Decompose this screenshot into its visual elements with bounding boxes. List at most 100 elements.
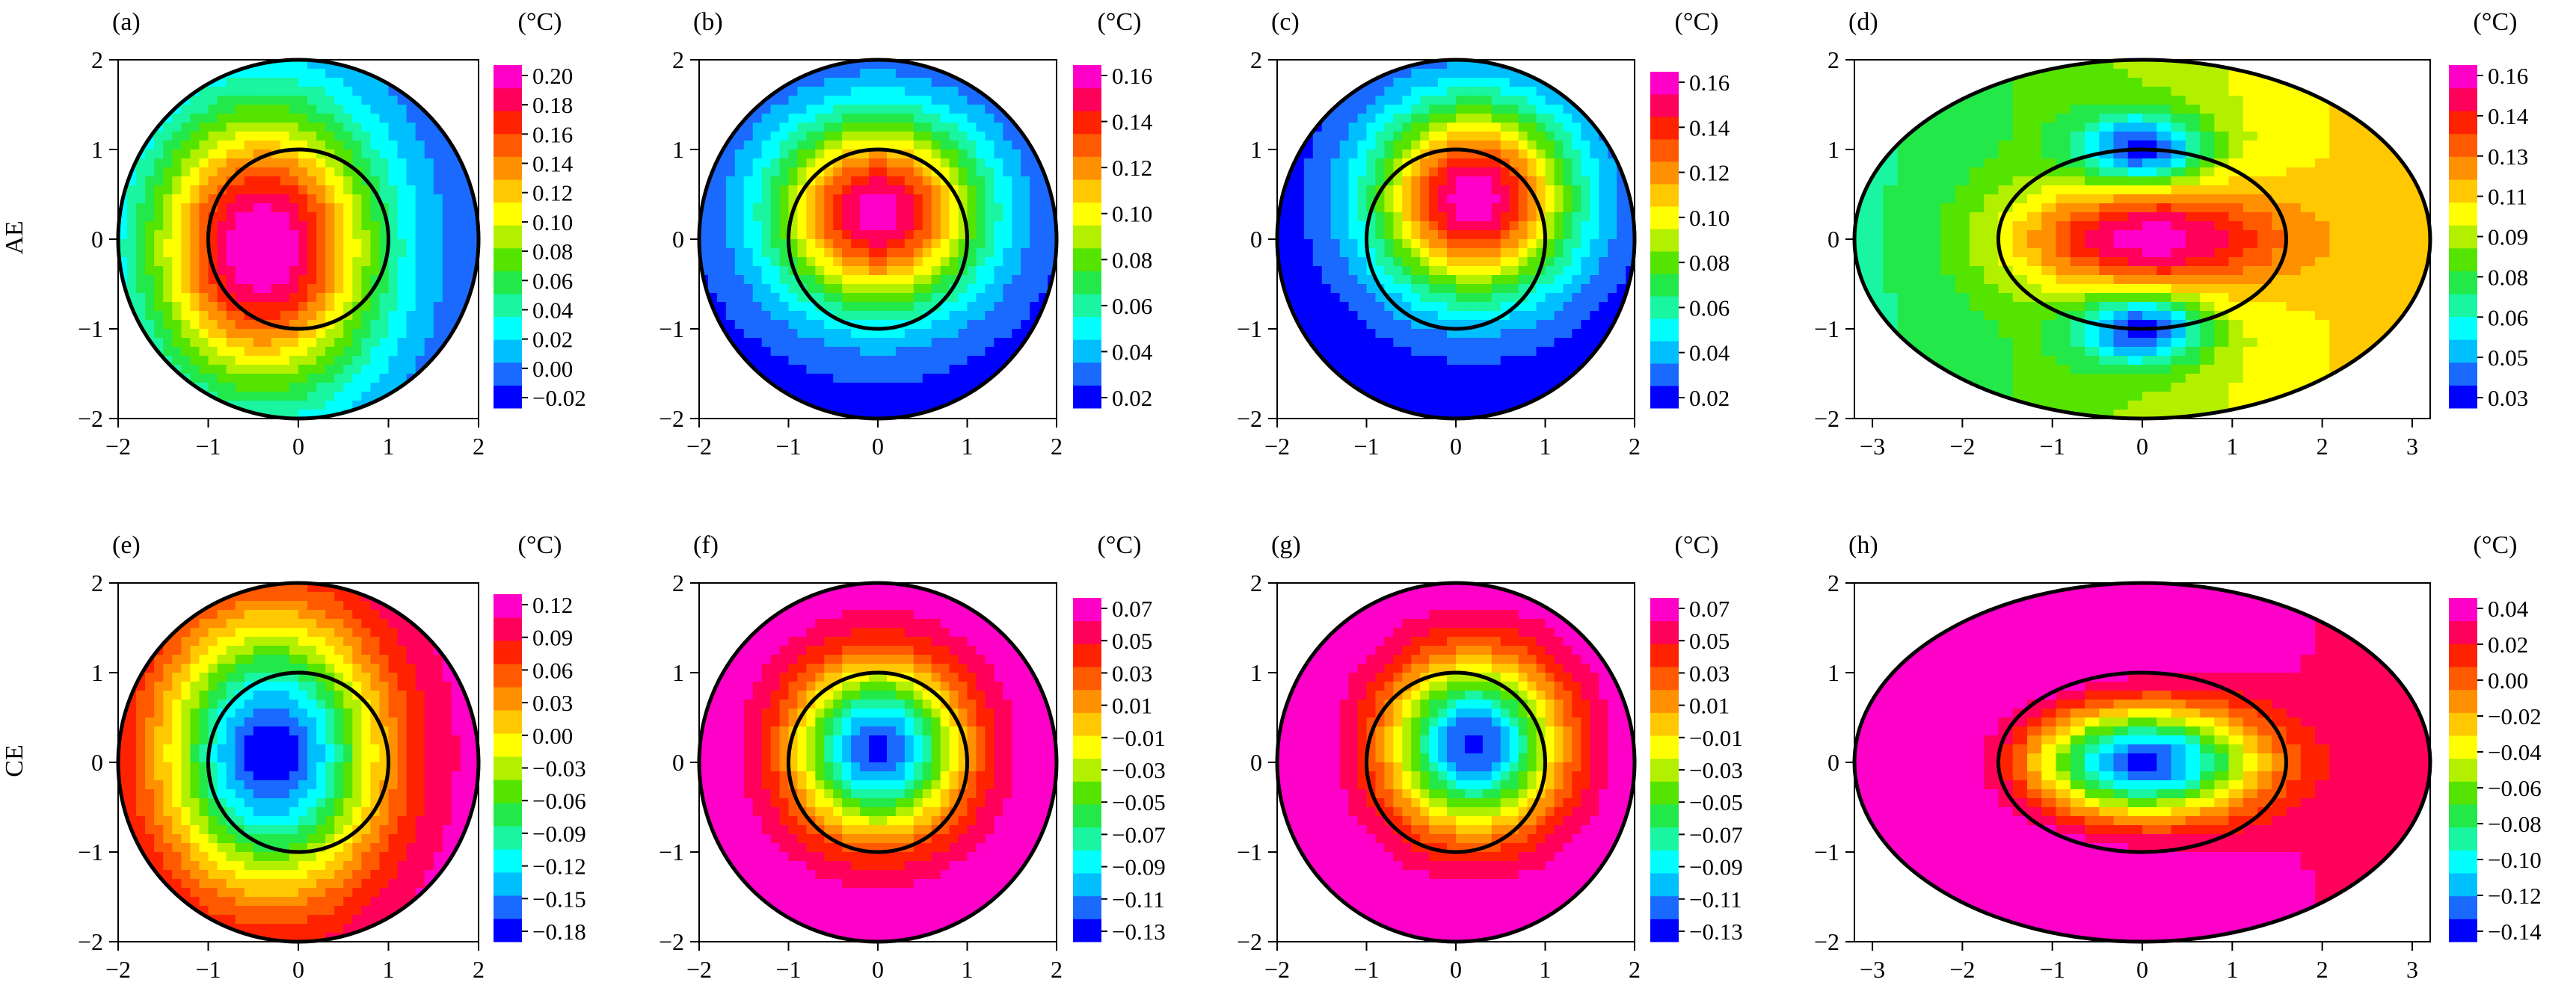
heatmap-cell — [869, 392, 879, 401]
heatmap-cell — [334, 383, 344, 392]
heatmap-cell — [235, 158, 245, 168]
heatmap-cell — [1003, 87, 1012, 96]
heatmap-cell — [316, 293, 326, 303]
heatmap-cell — [370, 212, 381, 222]
heatmap-cell — [1384, 410, 1394, 419]
heatmap-cell — [725, 320, 736, 330]
heatmap-cell — [181, 221, 191, 231]
heatmap-cell — [289, 401, 299, 410]
colorbar-unit: (°C) — [518, 8, 562, 36]
heatmap-cell — [824, 87, 834, 96]
heatmap-cell — [145, 194, 155, 204]
heatmap-cell — [1012, 293, 1021, 303]
heatmap-cell — [707, 365, 718, 374]
heatmap-cell — [298, 302, 308, 312]
heatmap-cell — [878, 176, 888, 186]
heatmap-cell — [226, 302, 236, 312]
heatmap-cell — [1563, 141, 1573, 150]
heatmap-cell — [127, 257, 137, 267]
heatmap-cell — [388, 60, 399, 70]
heatmap-cell — [1572, 383, 1581, 392]
heatmap-cell — [442, 114, 452, 123]
heatmap-cell — [1545, 176, 1555, 186]
heatmap-cell — [851, 132, 861, 141]
heatmap-cell — [343, 123, 353, 132]
heatmap-cell — [271, 123, 281, 132]
heatmap-cell — [1456, 383, 1466, 392]
heatmap-cell — [824, 275, 834, 285]
heatmap-cell — [343, 141, 353, 150]
heatmap-cell — [958, 401, 968, 410]
heatmap-cell — [352, 329, 362, 339]
heatmap-cell — [878, 167, 888, 177]
heatmap-cell — [343, 239, 353, 249]
heatmap-cell — [397, 141, 408, 150]
heatmap-cell — [842, 338, 852, 348]
heatmap-cell — [415, 141, 425, 150]
heatmap-cell — [298, 365, 308, 374]
heatmap-cell — [1572, 401, 1581, 410]
heatmap-cell — [460, 338, 470, 348]
heatmap-cell — [289, 114, 299, 123]
heatmap-cell — [154, 401, 164, 410]
heatmap-cell — [442, 185, 452, 195]
heatmap-cell — [262, 302, 272, 312]
heatmap-cell — [451, 78, 461, 87]
colorbar-segment — [1073, 362, 1101, 386]
heatmap-cell — [1384, 123, 1394, 132]
heatmap-cell — [1030, 167, 1039, 177]
heatmap-cell — [931, 392, 941, 401]
colorbar-segment — [494, 133, 522, 157]
heatmap-cell — [199, 374, 209, 383]
heatmap-cell — [1563, 123, 1573, 132]
heatmap-cell — [1330, 257, 1341, 267]
heatmap-cell — [406, 311, 416, 321]
heatmap-cell — [904, 365, 914, 374]
heatmap-cell — [379, 293, 390, 303]
heatmap-cell — [878, 365, 888, 374]
heatmap-cell — [1447, 383, 1457, 392]
heatmap-cell — [1626, 96, 1635, 105]
heatmap-cell — [725, 311, 736, 321]
heatmap-cell — [307, 392, 317, 401]
heatmap-cell — [1330, 60, 1341, 70]
heatmap-cell — [716, 212, 727, 222]
heatmap-cell — [1563, 311, 1573, 321]
heatmap-cell — [1617, 96, 1626, 105]
heatmap-cell — [325, 230, 335, 240]
heatmap-cell — [1420, 347, 1430, 357]
heatmap-cell — [895, 87, 906, 96]
heatmap-cell — [725, 96, 736, 105]
heatmap-cell — [743, 78, 754, 87]
heatmap-cell — [1285, 401, 1296, 410]
heatmap-cell — [994, 329, 1003, 339]
heatmap-cell — [716, 248, 727, 258]
heatmap-cell — [334, 356, 344, 365]
heatmap-cell — [1482, 401, 1493, 410]
heatmap-cell — [172, 78, 182, 87]
heatmap-cell — [734, 392, 745, 401]
heatmap-cell — [1438, 311, 1448, 321]
heatmap-cell — [1339, 401, 1350, 410]
heatmap-cell — [770, 149, 781, 159]
heatmap-cell — [806, 248, 816, 258]
heatmap-cell — [1321, 347, 1332, 357]
heatmap-cell — [262, 69, 272, 78]
heatmap-cell — [253, 293, 263, 303]
heatmap-cell — [289, 392, 299, 401]
heatmap-cell — [842, 194, 852, 204]
y-tick-label: −1 — [78, 315, 103, 342]
colorbar-segment — [1650, 139, 1679, 162]
heatmap-cell — [154, 60, 164, 70]
heatmap-cell — [289, 302, 299, 312]
heatmap-cell — [1438, 96, 1448, 105]
heatmap-cell — [913, 401, 923, 410]
heatmap-cell — [280, 69, 290, 78]
heatmap-cell — [217, 158, 227, 168]
heatmap-cell — [370, 374, 381, 383]
heatmap-cell — [136, 185, 146, 195]
heatmap-cell — [824, 374, 834, 383]
heatmap-cell — [1048, 401, 1057, 410]
heatmap-cell — [1357, 293, 1368, 303]
heatmap-cell — [940, 248, 950, 258]
